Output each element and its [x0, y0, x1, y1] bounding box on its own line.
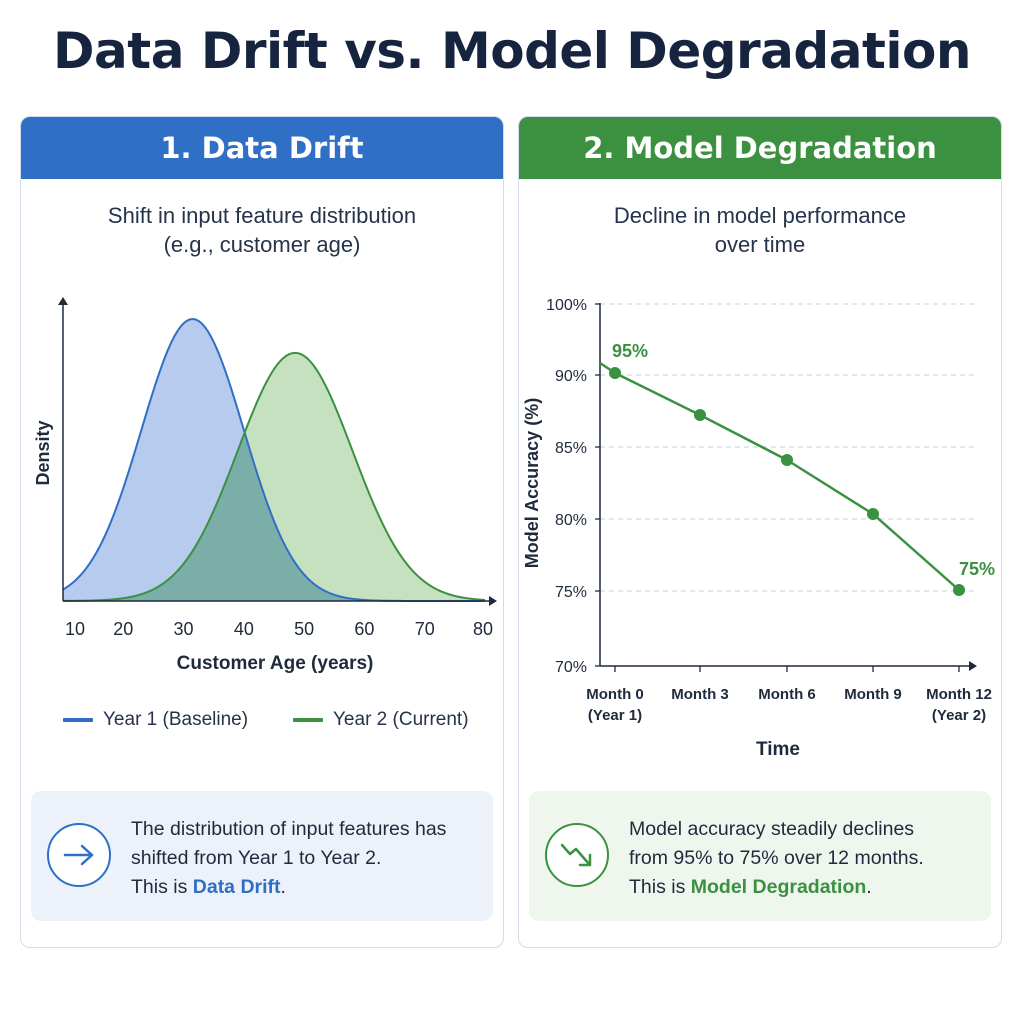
accuracy-point [694, 409, 706, 421]
x-tick-label: 40 [234, 619, 254, 639]
x-axis-label: Customer Age (years) [177, 653, 374, 674]
x-tick-label: Month 9 [844, 686, 902, 703]
data-drift-callout-line1: The distribution of input features has [131, 818, 447, 840]
density-area-1 [63, 319, 485, 601]
legend-label-year2: Year 2 (Current) [333, 709, 469, 730]
x-tick-label: 60 [354, 619, 374, 639]
model-degradation-callout: Model accuracy steadily declines from 95… [529, 791, 991, 921]
x-tick-label: (Year 2) [932, 707, 986, 724]
model-degradation-callout-line1: Model accuracy steadily declines [629, 818, 915, 840]
annotation-start-value: 95% [612, 341, 648, 361]
x-tick-label: 20 [113, 619, 133, 639]
callout-suffix: . [280, 876, 286, 898]
accuracy-line [599, 361, 960, 591]
x-tick-label: Month 0 [586, 686, 644, 703]
y-tick-label: 75% [555, 584, 587, 601]
model-degradation-subtitle: Decline in model performance over time [519, 201, 1001, 259]
data-drift-subtitle-line2: (e.g., customer age) [163, 232, 361, 257]
x-tick-label: Month 6 [758, 686, 816, 703]
x-axis-label: Time [756, 739, 800, 760]
legend-label-year1: Year 1 (Baseline) [103, 709, 249, 730]
data-drift-callout-line2: shifted from Year 1 to Year 2. [131, 847, 382, 869]
data-drift-callout-line3: This is Data Drift. [131, 873, 481, 902]
accuracy-point [953, 584, 965, 596]
x-tick-label: 50 [294, 619, 314, 639]
callout-suffix: . [866, 876, 872, 898]
x-axis-arrow [489, 596, 497, 606]
data-drift-callout: The distribution of input features has s… [31, 791, 493, 921]
data-drift-subtitle: Shift in input feature distribution (e.g… [21, 201, 503, 259]
y-axis-label: Density [33, 420, 53, 485]
y-tick-label: 90% [555, 368, 587, 385]
y-tick-label: 85% [555, 440, 587, 457]
accuracy-point [781, 454, 793, 466]
x-tick-label: Month 12 [926, 686, 992, 703]
arrow-right-icon [47, 823, 111, 887]
y-axis-label: Model Accuracy (%) [522, 398, 542, 568]
callout-highlight-model-degradation: Model Degradation [690, 876, 867, 898]
y-tick-label: 70% [555, 659, 587, 676]
x-tick-label: 80 [473, 619, 493, 639]
y-tick-label: 100% [546, 297, 587, 314]
model-degradation-subtitle-line1: Decline in model performance [613, 203, 907, 228]
model-degradation-callout-line2: from 95% to 75% over 12 months. [629, 847, 924, 869]
data-drift-subtitle-line1: Shift in input feature distribution [107, 203, 417, 228]
x-tick-label: 10 [65, 619, 85, 639]
y-axis-arrow [58, 297, 68, 305]
x-axis-arrow [969, 661, 977, 671]
x-tick-label: 70 [415, 619, 435, 639]
y-tick-label: 80% [555, 512, 587, 529]
density-overlap-area [63, 434, 485, 601]
data-drift-callout-text: The distribution of input features has s… [131, 815, 481, 902]
density-legend: Year 1 (Baseline) Year 2 (Current) [21, 709, 503, 737]
x-tick-label: Month 3 [671, 686, 729, 703]
callout-highlight-data-drift: Data Drift [192, 876, 281, 898]
model-degradation-callout-text: Model accuracy steadily declines from 95… [629, 815, 979, 902]
legend-swatch-year2 [293, 718, 323, 722]
x-tick-label: 30 [174, 619, 194, 639]
accuracy-point [867, 508, 879, 520]
legend-item-year2: Year 2 (Current) [293, 709, 469, 731]
density-area-2 [63, 352, 485, 601]
x-tick-label: (Year 1) [588, 707, 642, 724]
data-drift-header: 1. Data Drift [21, 117, 503, 179]
annotation-end-value: 75% [959, 559, 995, 579]
accuracy-point [609, 367, 621, 379]
model-degradation-header: 2. Model Degradation [519, 117, 1001, 179]
legend-swatch-year1 [63, 718, 93, 722]
callout-prefix: This is [131, 876, 193, 898]
callout-prefix: This is [629, 876, 691, 898]
density-chart: 10 20 30 40 50 60 70 80 Customer Age (years) De… [33, 297, 497, 674]
accuracy-chart: 70% 75% 80% 85% 90% 100% Month 0 (Year 1) Month… [522, 297, 995, 760]
page-title: Data Drift vs. Model Degradation [53, 22, 971, 80]
legend-item-year1: Year 1 (Baseline) [63, 709, 248, 731]
model-degradation-panel: 2. Model Degradation Decline in model pe… [518, 116, 1002, 948]
model-degradation-subtitle-line2: over time [714, 232, 806, 257]
data-drift-panel: 1. Data Drift Shift in input feature dis… [20, 116, 504, 948]
trending-down-icon [545, 823, 609, 887]
model-degradation-callout-line3: This is Model Degradation. [629, 873, 979, 902]
density-curve-2 [62, 351, 486, 602]
